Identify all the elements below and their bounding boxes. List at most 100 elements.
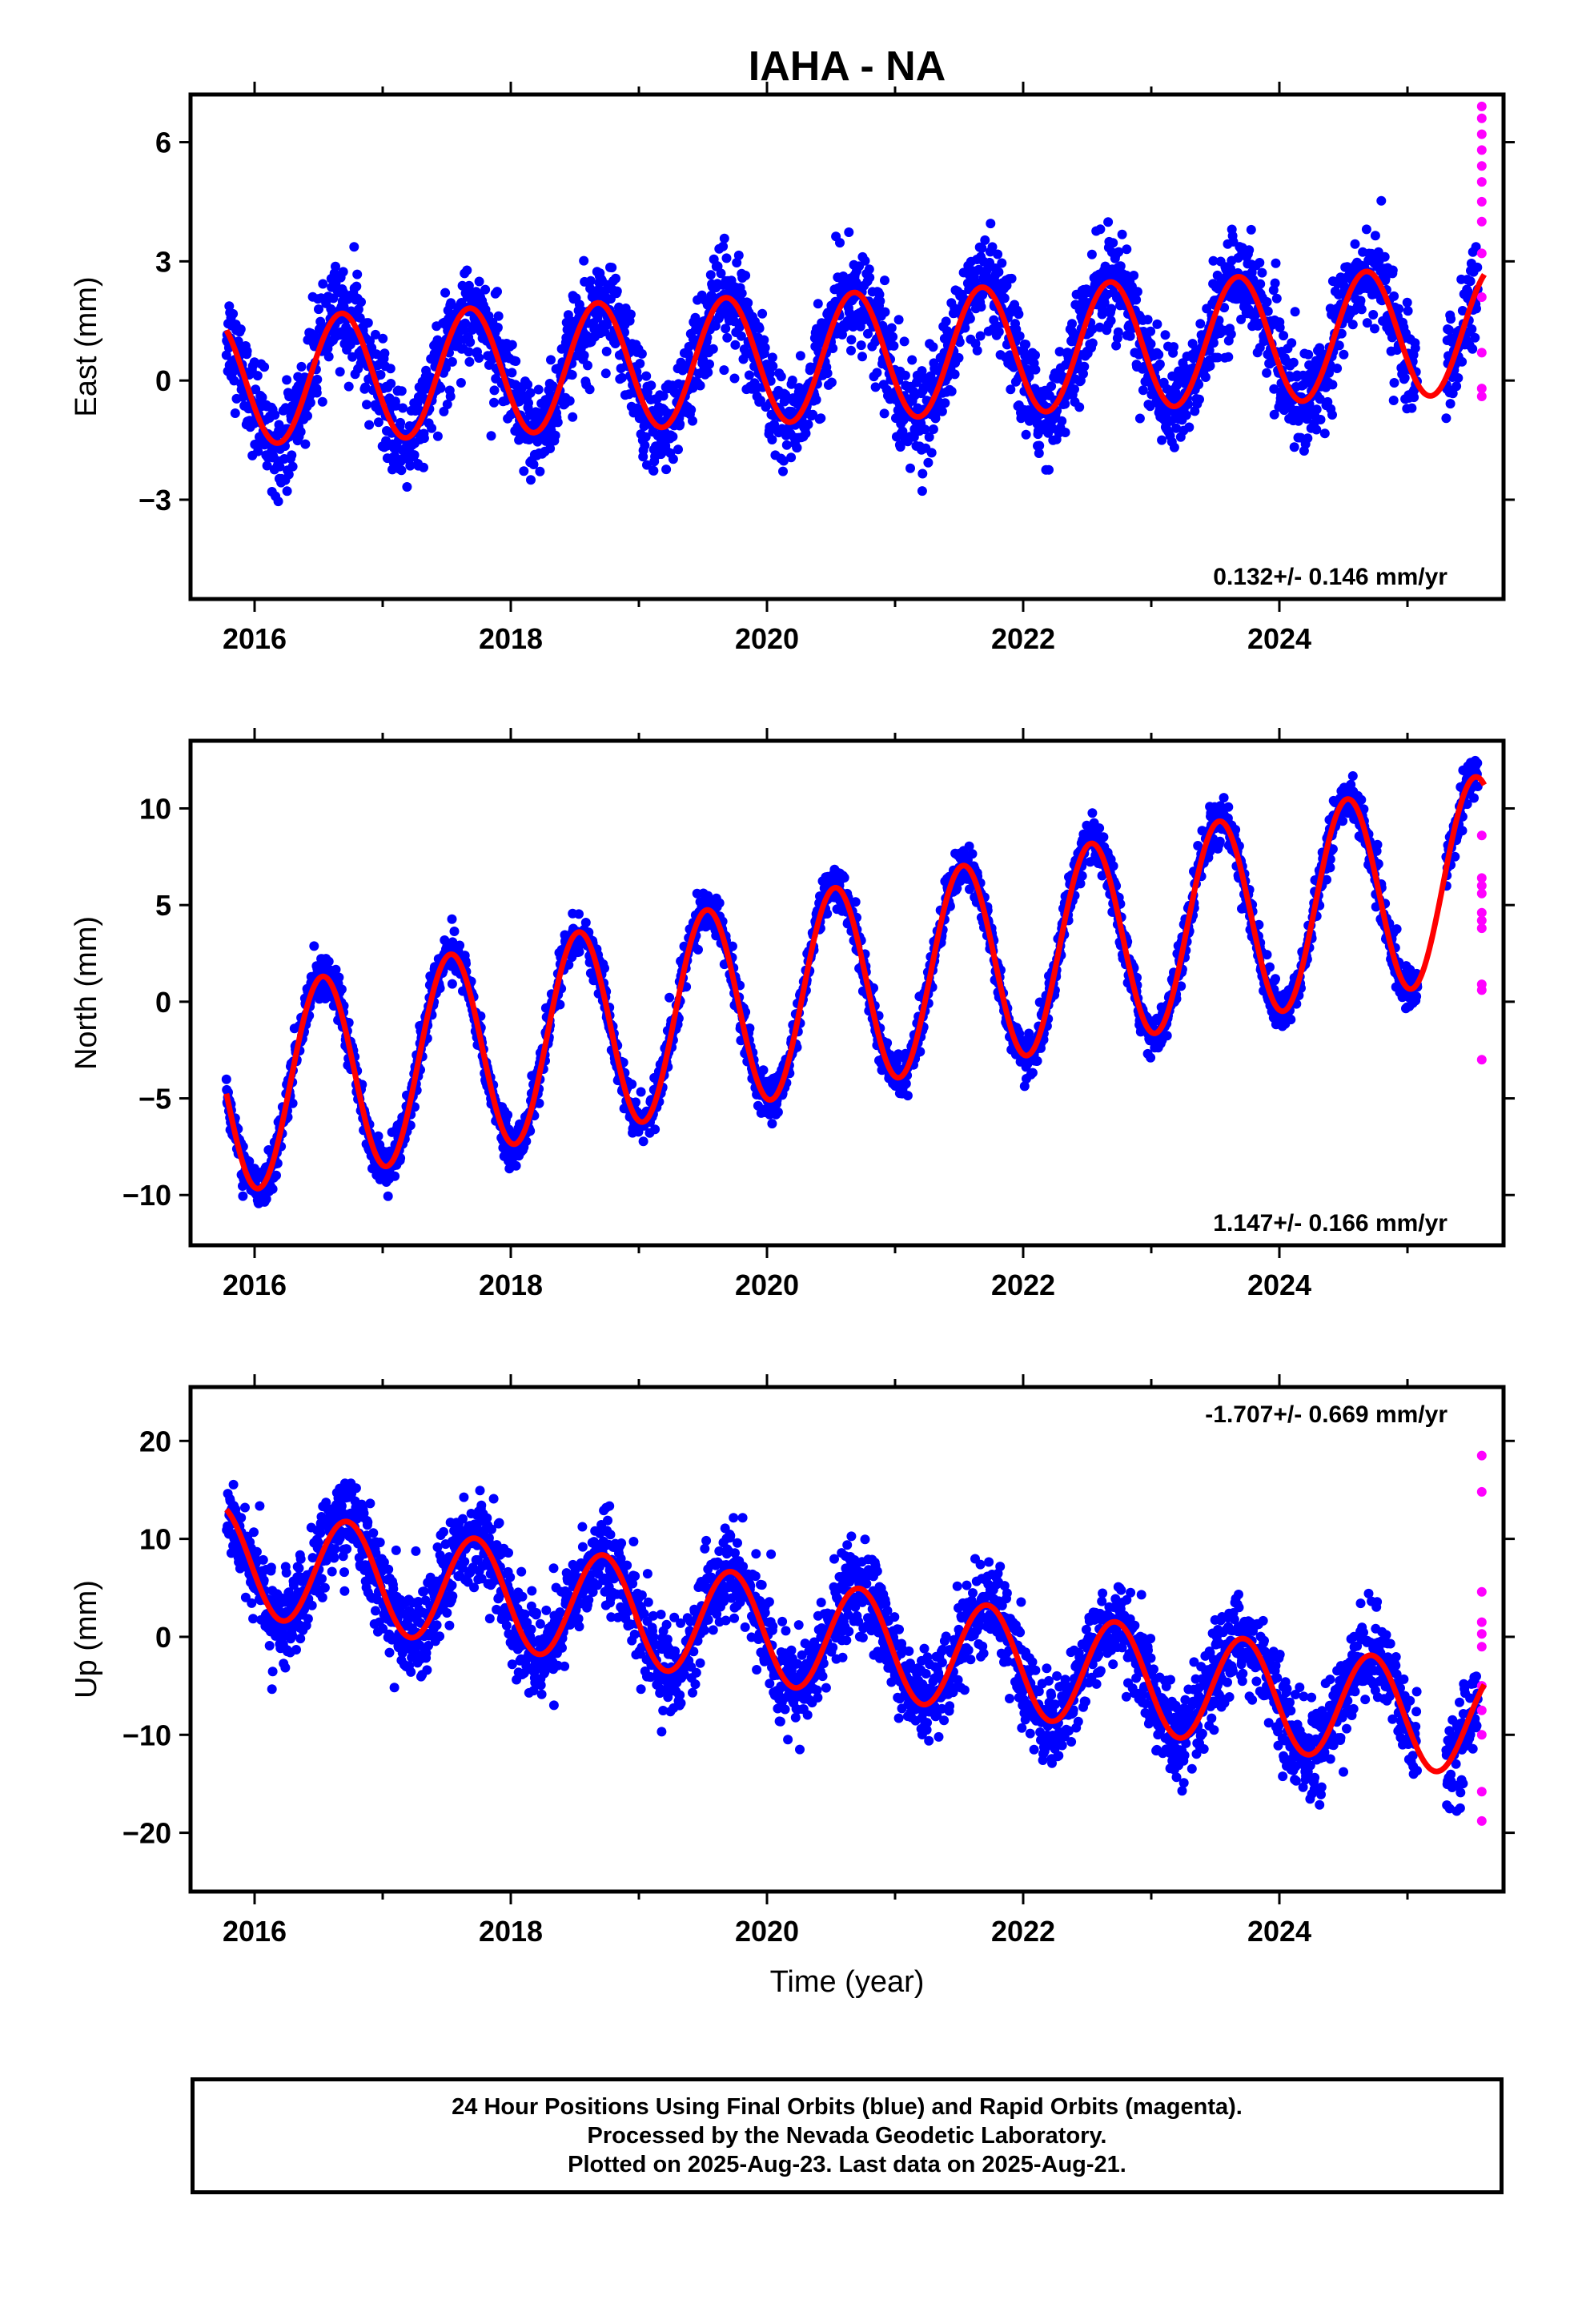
final-point: [1125, 331, 1135, 341]
final-point: [489, 397, 499, 408]
final-point: [668, 454, 678, 464]
final-point: [727, 941, 737, 951]
final-point: [1060, 399, 1070, 409]
final-point: [703, 368, 713, 377]
final-point: [567, 370, 577, 380]
final-point: [1114, 247, 1124, 257]
final-point: [1132, 287, 1142, 297]
final-point: [474, 276, 484, 287]
final-point: [1131, 295, 1142, 305]
final-point: [303, 411, 312, 421]
final-point: [786, 452, 797, 463]
final-point: [665, 992, 675, 1003]
final-point: [636, 348, 647, 359]
final-point: [1122, 244, 1132, 255]
final-point: [356, 297, 366, 308]
final-point: [940, 398, 950, 408]
final-point: [445, 392, 456, 401]
final-point: [1262, 297, 1272, 307]
final-point: [924, 432, 934, 442]
final-point: [353, 304, 363, 315]
final-point: [641, 371, 652, 381]
final-point: [1257, 267, 1267, 278]
final-point: [1195, 319, 1206, 329]
rapid-point: [1476, 196, 1487, 207]
final-point: [778, 466, 788, 476]
final-point: [1409, 392, 1419, 403]
final-point: [795, 351, 805, 361]
final-point: [262, 460, 272, 471]
final-point: [511, 1160, 521, 1171]
final-point: [1319, 428, 1330, 439]
final-point: [1138, 385, 1148, 396]
final-point: [360, 382, 371, 392]
final-point: [686, 404, 697, 415]
final-point: [1445, 399, 1456, 409]
final-point: [474, 353, 484, 363]
final-point: [650, 1124, 661, 1135]
final-point: [1361, 224, 1371, 235]
final-point: [1446, 314, 1456, 324]
final-point: [402, 482, 412, 492]
final-point: [1087, 324, 1098, 335]
final-point: [835, 238, 845, 248]
final-point: [492, 323, 503, 332]
final-point: [1370, 324, 1379, 334]
final-point: [920, 424, 930, 435]
final-point: [1098, 305, 1108, 316]
final-point: [661, 464, 672, 475]
rapid-point: [1476, 216, 1487, 227]
final-point: [937, 406, 947, 416]
x-tick-label: 2022: [991, 622, 1055, 655]
final-point: [253, 446, 263, 456]
final-point: [456, 378, 466, 388]
final-point: [1157, 435, 1167, 445]
final-point: [1275, 323, 1285, 332]
final-point: [844, 227, 854, 237]
final-point: [409, 450, 420, 460]
final-point: [534, 1098, 544, 1108]
final-point: [986, 219, 996, 229]
final-point: [564, 396, 575, 406]
final-point: [875, 296, 885, 306]
final-point: [760, 343, 770, 353]
final-point: [1471, 242, 1481, 252]
final-point: [524, 398, 533, 408]
final-point: [893, 315, 904, 325]
final-point: [311, 388, 322, 398]
final-point: [312, 374, 323, 384]
final-point: [729, 373, 740, 384]
final-point: [756, 396, 765, 406]
final-point: [1070, 384, 1079, 394]
final-point: [1054, 347, 1065, 357]
final-point: [743, 298, 753, 308]
final-point: [564, 959, 574, 970]
final-point: [436, 383, 446, 393]
final-point: [754, 324, 765, 333]
final-point: [1443, 325, 1454, 335]
final-point: [1247, 267, 1257, 278]
final-point: [228, 308, 239, 319]
final-point: [1388, 396, 1399, 405]
final-point: [343, 381, 354, 392]
final-point: [252, 371, 263, 381]
final-point: [997, 258, 1007, 268]
final-point: [705, 270, 716, 280]
final-point: [1407, 403, 1417, 413]
final-orbit-points: [221, 755, 1483, 1208]
final-point: [907, 355, 917, 365]
final-point: [318, 279, 328, 289]
final-point: [1113, 327, 1123, 337]
final-point: [999, 293, 1010, 304]
final-point: [273, 497, 283, 507]
final-point: [300, 439, 311, 449]
rapid-point: [1476, 348, 1487, 358]
final-point: [716, 268, 726, 279]
final-point: [1117, 229, 1127, 239]
final-point: [636, 1087, 646, 1097]
final-point: [600, 368, 611, 379]
final-point: [1213, 352, 1223, 363]
final-point: [721, 324, 731, 334]
final-point: [640, 432, 651, 442]
